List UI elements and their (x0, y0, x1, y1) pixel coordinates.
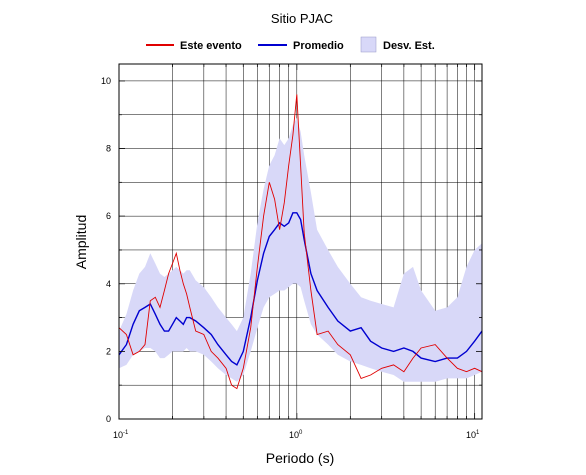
legend-label-event: Este evento (180, 40, 242, 52)
y-tick-label-1: 2 (106, 346, 111, 356)
x-tick-label-2: 101 (466, 430, 480, 440)
y-tick-label-4: 8 (106, 144, 111, 154)
legend-label-mean: Promedio (293, 40, 344, 52)
event-line (118, 94, 483, 390)
mean-line (118, 212, 483, 366)
chart-title: Sitio PJAC (271, 11, 333, 26)
tick-marks (118, 64, 482, 420)
y-tick-label-5: 10 (101, 76, 111, 86)
plot-frame (118, 63, 483, 420)
legend-label-std: Desv. Est. (383, 40, 435, 52)
y-tick-label-0: 0 (106, 414, 111, 424)
std-band (119, 118, 482, 382)
y-tick-label-3: 6 (106, 211, 111, 221)
x-axis-label: Periodo (s) (266, 450, 334, 466)
y-axis-label: Amplitud (73, 215, 89, 269)
y-tick-label-2: 4 (106, 279, 111, 289)
legend: Este evento Promedio Desv. Est. (146, 36, 435, 53)
y-tick-labels: 0 2 4 6 8 10 (101, 76, 111, 424)
x-tick-label-0: 10-1 (113, 430, 129, 440)
legend-swatch-std (360, 36, 377, 53)
x-tick-label-1: 100 (289, 430, 303, 440)
